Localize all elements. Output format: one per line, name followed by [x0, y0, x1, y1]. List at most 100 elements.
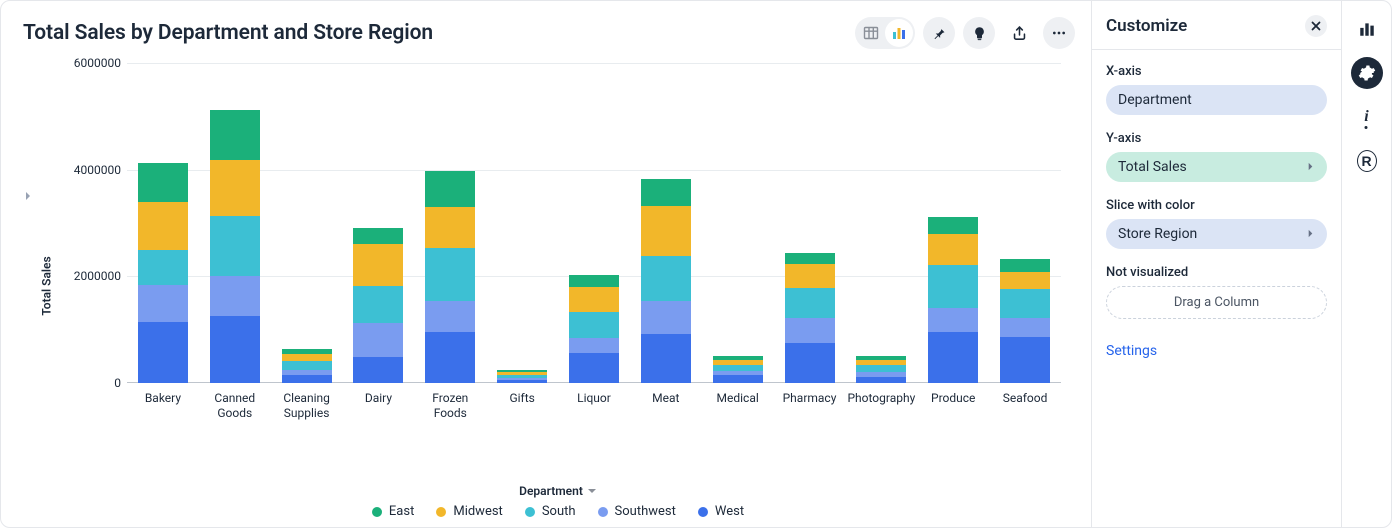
x-axis-field-label: X-axis: [1106, 64, 1327, 79]
rail-r-button[interactable]: R: [1351, 145, 1383, 177]
insight-button[interactable]: [963, 17, 995, 49]
bar-segment: [353, 286, 403, 323]
bar-segment: [785, 318, 835, 343]
view-mode-toggle: [855, 17, 915, 49]
x-axis-pill[interactable]: Department: [1106, 85, 1327, 115]
gear-icon: [1358, 64, 1376, 82]
bar-segment: [1000, 259, 1050, 272]
bar[interactable]: [641, 179, 691, 383]
more-icon: [1051, 25, 1067, 41]
bar[interactable]: [497, 370, 547, 383]
bar-segment: [1000, 272, 1050, 289]
bar[interactable]: [353, 228, 403, 383]
bar-segment: [641, 256, 691, 301]
view-table-button[interactable]: [857, 19, 885, 47]
slice-pill-value: Store Region: [1118, 226, 1197, 242]
x-tick-label: Seafood: [989, 385, 1061, 421]
info-icon: i: [1364, 108, 1368, 126]
bar-segment: [641, 206, 691, 255]
slice-field: Slice with color Store Region: [1106, 198, 1327, 249]
bar[interactable]: [569, 275, 619, 383]
bar-segment: [138, 202, 188, 250]
bar[interactable]: [856, 356, 906, 383]
chevron-right-icon: [1306, 160, 1315, 175]
y-tick-label: 6000000: [49, 56, 121, 70]
bar-segment: [425, 171, 475, 207]
pin-button[interactable]: [923, 17, 955, 49]
bar-segment: [425, 332, 475, 383]
y-tick-label: 4000000: [49, 163, 121, 177]
bar-segment: [210, 216, 260, 276]
lightbulb-icon: [972, 26, 987, 41]
legend-item[interactable]: Midwest: [436, 504, 502, 519]
bar-segment: [282, 354, 332, 361]
x-tick-label: Medical: [702, 385, 774, 421]
legend-swatch: [372, 507, 382, 517]
x-axis-title-row[interactable]: Department: [41, 484, 1075, 498]
share-button[interactable]: [1003, 17, 1035, 49]
bar-segment: [569, 287, 619, 313]
legend-swatch: [436, 507, 446, 517]
side-rail: i R: [1341, 1, 1391, 527]
legend-label: Midwest: [453, 504, 502, 519]
expand-y-icon[interactable]: [23, 191, 33, 204]
rail-chart-button[interactable]: [1351, 13, 1383, 45]
bar-segment: [928, 217, 978, 235]
x-tick-label: Produce: [917, 385, 989, 421]
not-visualized-label: Not visualized: [1106, 265, 1327, 280]
bar-segment: [138, 163, 188, 201]
slice-field-label: Slice with color: [1106, 198, 1327, 213]
customize-panel: Customize X-axis Department Y-axis Total…: [1091, 1, 1341, 527]
settings-link[interactable]: Settings: [1106, 343, 1327, 359]
pin-icon: [932, 26, 947, 41]
close-panel-button[interactable]: [1305, 15, 1327, 37]
not-visualized-dropzone[interactable]: Drag a Column: [1106, 286, 1327, 319]
bar[interactable]: [713, 356, 763, 383]
legend-label: South: [542, 504, 576, 519]
y-axis-field-label: Y-axis: [1106, 131, 1327, 146]
y-axis-pill[interactable]: Total Sales: [1106, 152, 1327, 182]
bar[interactable]: [1000, 259, 1050, 383]
bar-segment: [569, 353, 619, 383]
x-axis-pill-value: Department: [1118, 92, 1192, 108]
legend-item[interactable]: East: [372, 504, 414, 519]
bar-segment: [425, 301, 475, 332]
bar-segment: [928, 234, 978, 265]
bar-segment: [138, 250, 188, 285]
y-axis-pill-value: Total Sales: [1118, 159, 1187, 175]
bar-segment: [1000, 337, 1050, 383]
x-tick-label: Canned Goods: [199, 385, 271, 421]
legend-item[interactable]: South: [525, 504, 576, 519]
bar-segment: [1000, 289, 1050, 319]
x-tick-label: Meat: [630, 385, 702, 421]
bar-segment: [569, 312, 619, 338]
slice-pill[interactable]: Store Region: [1106, 219, 1327, 249]
bar-segment: [282, 375, 332, 383]
bar[interactable]: [425, 171, 475, 383]
more-button[interactable]: [1043, 17, 1075, 49]
rail-info-button[interactable]: i: [1351, 101, 1383, 133]
bar-segment: [353, 228, 403, 245]
plot-column: 0200000040000006000000BakeryCanned Goods…: [41, 53, 1075, 519]
bar-segment: [210, 160, 260, 217]
bar[interactable]: [785, 253, 835, 383]
rail-settings-button[interactable]: [1351, 57, 1383, 89]
legend-item[interactable]: Southwest: [598, 504, 676, 519]
share-icon: [1011, 25, 1028, 42]
bar-segment: [353, 357, 403, 383]
bar[interactable]: [928, 217, 978, 383]
bar-segment: [353, 323, 403, 357]
x-tick-label: Frozen Foods: [414, 385, 486, 421]
x-tick-label: Dairy: [343, 385, 415, 421]
bar[interactable]: [138, 163, 188, 383]
bar-segment: [569, 275, 619, 286]
customize-title: Customize: [1106, 16, 1187, 36]
bar[interactable]: [282, 349, 332, 383]
legend-swatch: [525, 507, 535, 517]
view-chart-button[interactable]: [885, 19, 913, 47]
bar-segment: [928, 332, 978, 383]
legend-item[interactable]: West: [698, 504, 744, 519]
chevron-down-icon: [587, 486, 597, 496]
bar[interactable]: [210, 110, 260, 383]
app-root: Total Sales by Department and Store Regi…: [0, 0, 1392, 528]
